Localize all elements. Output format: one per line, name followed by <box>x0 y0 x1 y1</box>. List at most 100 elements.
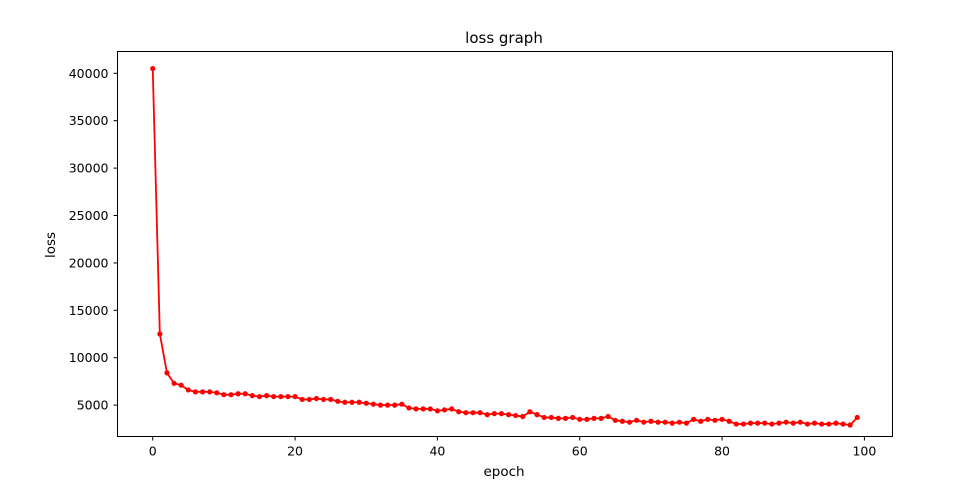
loss-data-point <box>833 420 839 426</box>
loss-data-point <box>370 401 376 407</box>
loss-data-point <box>363 400 369 406</box>
loss-data-point <box>698 418 704 424</box>
loss-data-point <box>399 401 405 407</box>
loss-data-point <box>441 407 448 413</box>
loss-data-point <box>527 409 533 415</box>
loss-data-point <box>762 420 768 426</box>
loss-data-point <box>335 398 341 404</box>
loss-data-point <box>171 380 177 386</box>
loss-data-point <box>534 412 540 418</box>
loss-data-point <box>242 391 248 397</box>
loss-series-line <box>151 68 858 426</box>
loss-data-point <box>591 415 597 421</box>
loss-data-point <box>199 389 206 395</box>
y-tick-label: 25000 <box>69 208 109 223</box>
y-tick-label: 30000 <box>69 161 109 176</box>
loss-data-point <box>570 414 576 421</box>
x-tick-label: 60 <box>572 444 588 459</box>
loss-data-point <box>690 416 697 422</box>
loss-data-point <box>349 399 355 405</box>
loss-data-point <box>577 416 583 422</box>
loss-data-point <box>420 406 426 412</box>
loss-data-point <box>299 396 305 403</box>
loss-data-point <box>541 414 547 421</box>
loss-data-point <box>662 419 668 425</box>
loss-data-point <box>263 393 270 399</box>
loss-data-point <box>413 406 419 412</box>
loss-data-point <box>342 399 348 405</box>
loss-data-point <box>598 415 604 421</box>
loss-data-point <box>214 390 220 396</box>
x-axis-label: epoch <box>483 464 524 480</box>
loss-data-point <box>548 414 554 421</box>
loss-data-point <box>669 420 675 426</box>
loss-data-point <box>740 421 747 427</box>
loss-data-point <box>463 410 469 416</box>
loss-data-point <box>157 331 163 337</box>
loss-data-point <box>826 421 832 427</box>
loss-data-point <box>271 393 277 400</box>
chart-title: loss graph <box>465 29 543 47</box>
loss-data-point <box>235 391 241 397</box>
loss-data-point <box>847 422 853 428</box>
loss-data-point <box>641 419 647 425</box>
loss-data-point <box>612 417 618 423</box>
loss-data-point <box>356 399 362 405</box>
loss-data-point <box>185 387 191 393</box>
loss-data-point <box>434 408 440 414</box>
loss-data-point <box>406 405 412 411</box>
loss-data-point <box>192 389 199 395</box>
loss-data-point <box>470 410 476 416</box>
loss-data-point <box>178 382 184 388</box>
axes-frame <box>117 51 893 437</box>
loss-data-point <box>797 419 803 425</box>
loss-data-point <box>769 421 775 427</box>
x-tick-label: 40 <box>429 444 445 459</box>
loss-data-point <box>676 419 682 425</box>
loss-data-point <box>207 389 213 395</box>
y-tick-label: 10000 <box>69 350 109 365</box>
loss-data-point <box>555 415 561 421</box>
loss-data-point <box>520 413 526 420</box>
loss-data-point <box>804 421 811 427</box>
loss-data-point <box>655 419 661 425</box>
loss-data-point <box>484 412 490 418</box>
loss-data-point <box>150 65 156 72</box>
loss-data-point <box>456 409 462 415</box>
x-tick-label: 20 <box>287 444 303 459</box>
x-axis: 0 20 40 60 80 100 <box>149 436 876 459</box>
loss-data-point <box>328 396 334 403</box>
loss-data-point <box>498 411 505 417</box>
loss-data-point <box>619 418 626 424</box>
loss-data-point <box>634 417 640 423</box>
plot-area <box>150 65 860 428</box>
loss-data-point <box>712 417 718 423</box>
loss-data-point <box>377 402 384 408</box>
loss-data-point <box>726 418 732 424</box>
y-tick-label: 35000 <box>69 113 109 128</box>
loss-data-point <box>705 416 711 422</box>
y-tick-label: 15000 <box>69 303 109 318</box>
loss-data-point <box>249 393 255 399</box>
loss-data-point <box>755 420 761 426</box>
loss-data-point <box>790 420 796 426</box>
loss-data-point <box>292 393 298 400</box>
loss-data-point <box>605 413 611 420</box>
loss-data-point <box>228 392 234 398</box>
loss-data-point <box>683 420 690 426</box>
y-axis: 5000 10000 15000 20000 25000 30000 35000 40000 <box>69 66 118 413</box>
loss-data-point <box>626 419 633 425</box>
loss-data-point <box>513 412 519 419</box>
loss-data-point <box>776 420 782 426</box>
loss-data-point <box>783 419 789 425</box>
loss-data-point <box>164 370 170 376</box>
loss-data-point <box>384 402 391 408</box>
y-tick-label: 5000 <box>77 398 109 413</box>
loss-data-point <box>747 420 754 426</box>
loss-data-point <box>278 393 284 400</box>
loss-data-point <box>854 414 860 421</box>
y-tick-label: 40000 <box>69 66 109 81</box>
loss-data-point <box>733 421 739 427</box>
